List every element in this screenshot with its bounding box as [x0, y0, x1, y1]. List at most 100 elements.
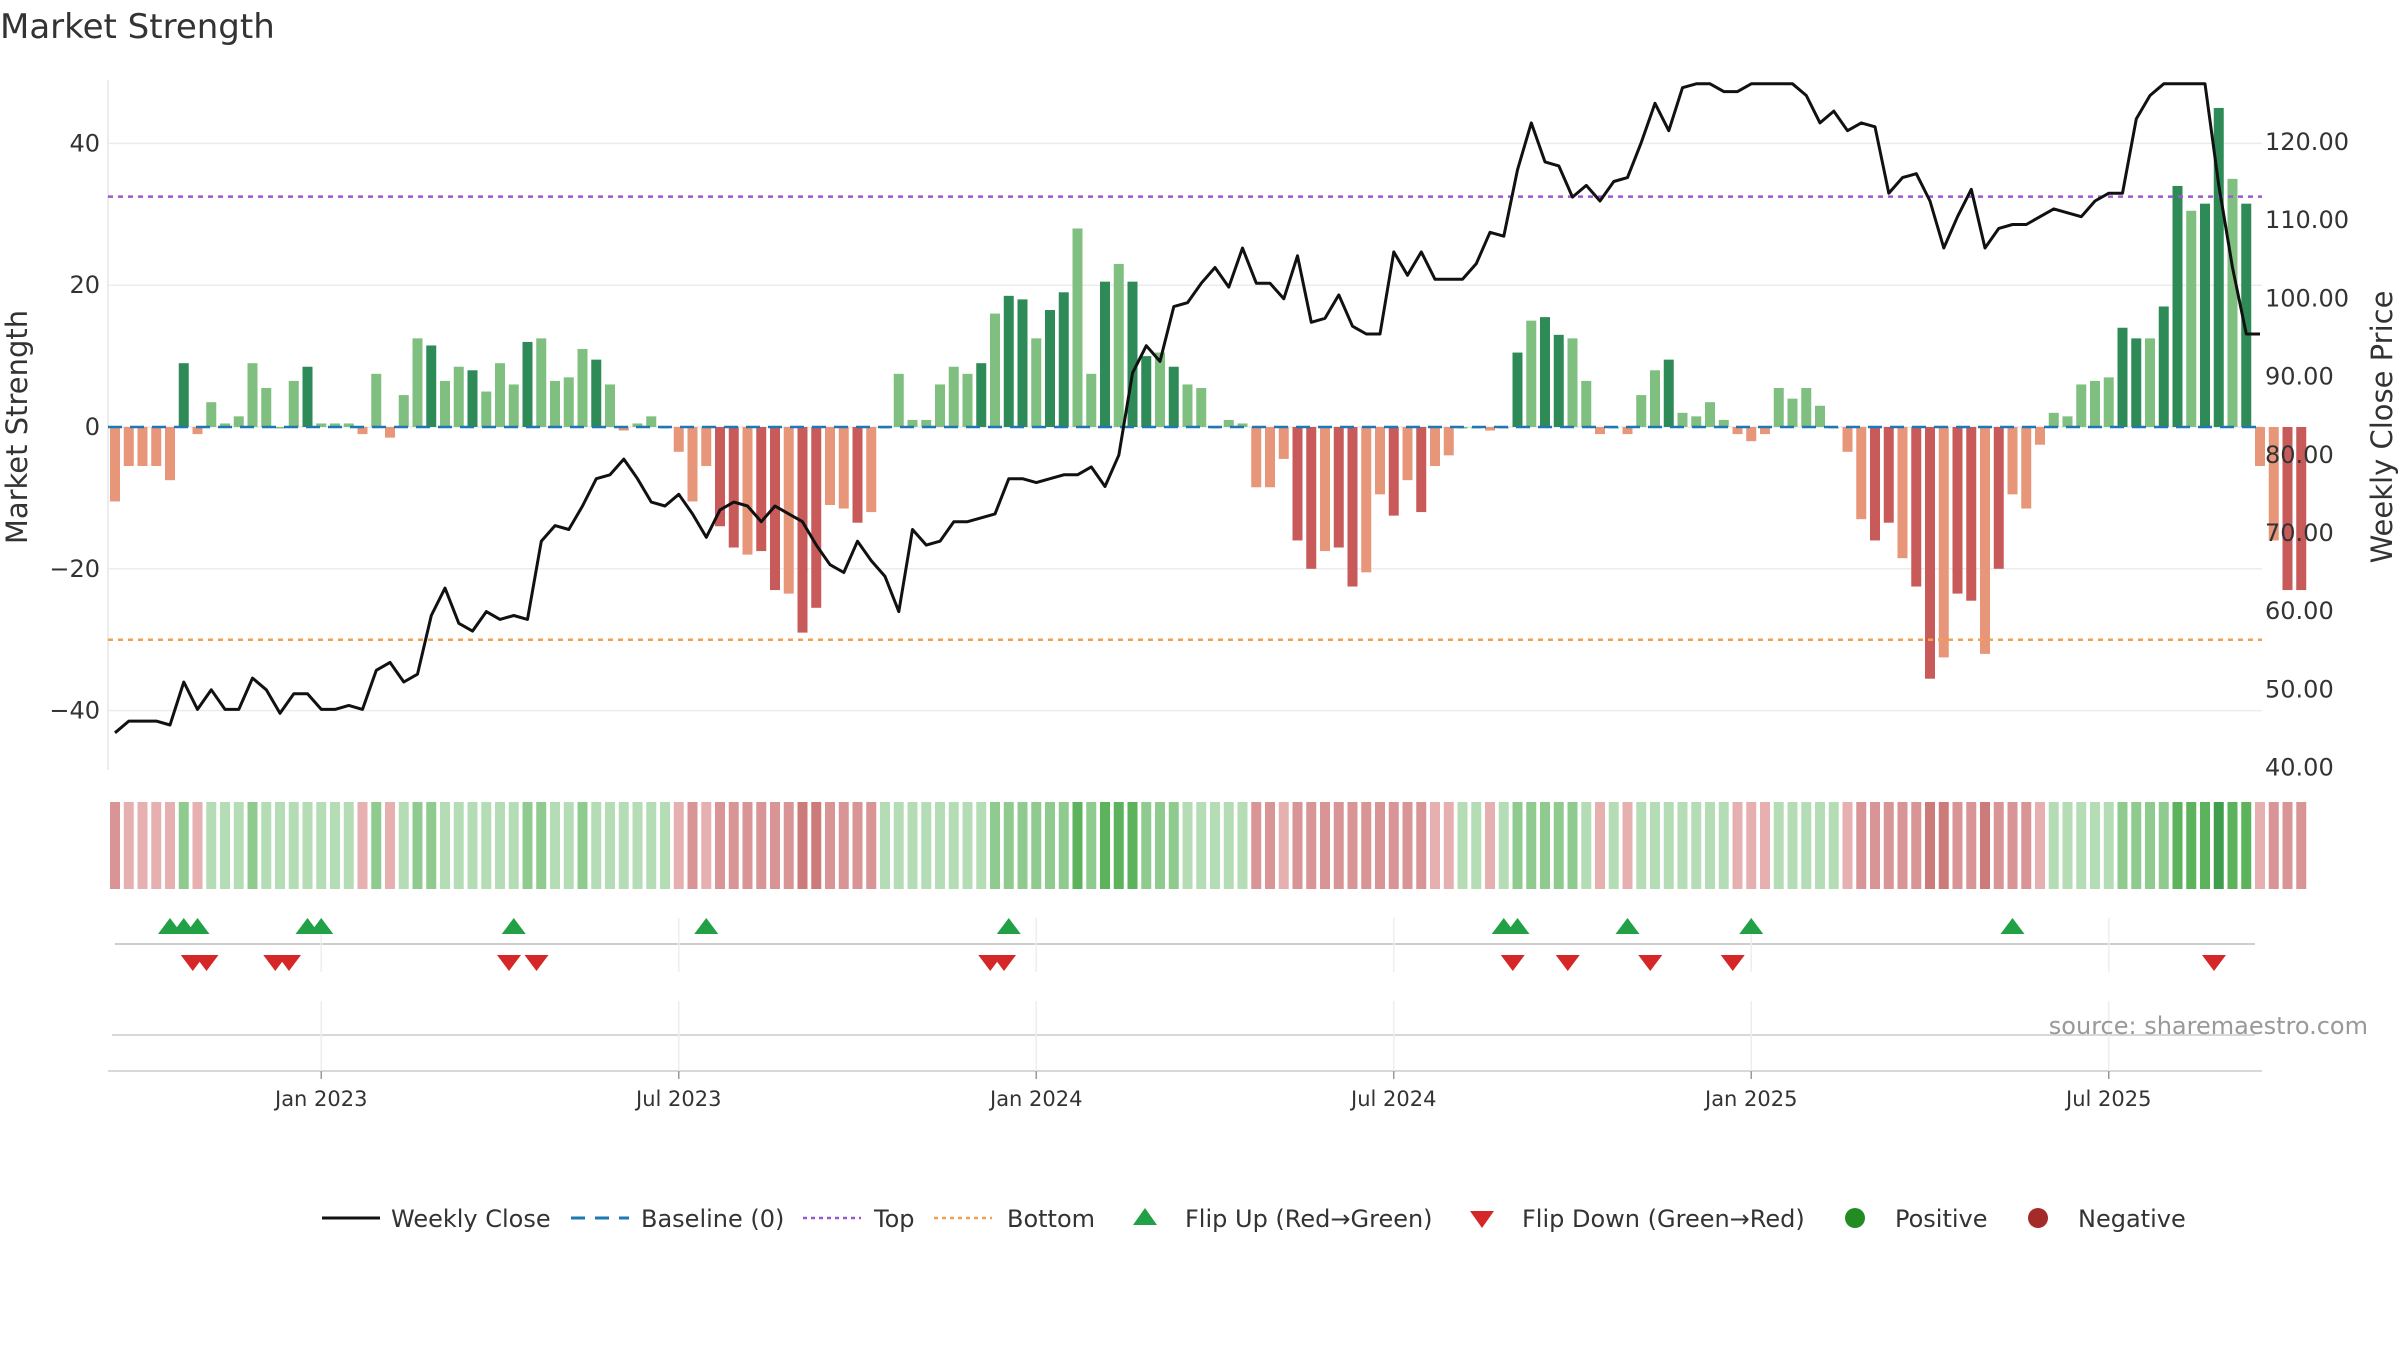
ribbon-cell: [330, 802, 340, 889]
strength-bar: [1911, 427, 1922, 587]
strength-bar: [1677, 412, 1688, 427]
legend-label: Flip Down (Green→Red): [1522, 1205, 1805, 1233]
ribbon-cell: [1141, 802, 1152, 889]
strength-bars: [110, 107, 2307, 679]
right-tick-label: 120.00: [2265, 128, 2349, 156]
strength-bar: [715, 427, 725, 527]
strength-bar: [1113, 263, 1124, 427]
ribbon-cell: [618, 802, 629, 889]
ribbon-cell: [288, 802, 299, 889]
strength-bar: [1870, 427, 1880, 541]
ribbon-cell: [756, 802, 767, 889]
date-tick-label: Jan 2025: [1703, 1087, 1798, 1111]
ribbon-cell: [1210, 802, 1220, 889]
strength-bar: [1883, 427, 1894, 523]
ribbon-cell: [646, 802, 657, 889]
strength-bar: [2048, 412, 2059, 427]
strength-bar: [921, 419, 932, 427]
strength-bar: [935, 384, 945, 427]
left-axis-ticks: 40 20 0 −20 −40: [49, 129, 100, 724]
ribbon-cell: [701, 802, 712, 889]
ribbon-cell: [2282, 802, 2293, 889]
ribbon-cell: [811, 802, 822, 889]
strength-bar: [1196, 388, 1207, 427]
weekly-close-line: [114, 82, 2260, 734]
strength-bar: [220, 423, 230, 427]
strength-bar: [206, 402, 217, 427]
ribbon-cell: [1113, 802, 1124, 889]
strength-bar: [728, 427, 739, 548]
ribbon-cell: [1870, 802, 1880, 889]
strength-bar: [1292, 427, 1303, 541]
strength-bar: [1306, 427, 1317, 569]
flip-down-marker: [2202, 955, 2226, 971]
ribbon-cell: [1897, 802, 1908, 889]
strength-bar: [302, 366, 313, 427]
strength-bar: [2296, 427, 2307, 591]
flip-down-marker: [194, 955, 219, 971]
ribbon-cell: [990, 802, 1000, 889]
ribbon-cell: [2200, 802, 2210, 889]
ribbon-cell: [302, 802, 313, 889]
right-tick-label: 90.00: [2265, 363, 2334, 391]
strength-bar: [467, 370, 478, 427]
strength-bar: [1540, 317, 1550, 427]
date-tick-label: Jan 2024: [988, 1087, 1083, 1111]
ribbon-cell: [1045, 802, 1055, 889]
strength-bar: [1017, 299, 1028, 427]
ribbon-cell: [412, 802, 423, 889]
strength-bar: [453, 366, 464, 427]
strength-bar: [2200, 203, 2210, 427]
strength-bar: [2021, 427, 2032, 509]
ribbon-cell: [673, 802, 684, 889]
ribbon-cell: [522, 802, 533, 889]
strength-bar: [990, 313, 1000, 427]
strength-bar: [1705, 402, 1715, 427]
strength-bar: [1003, 295, 1014, 427]
ribbon-cell: [481, 802, 492, 889]
legend-label: Positive: [1895, 1205, 1988, 1233]
strength-bar: [1223, 419, 1234, 427]
strength-bar: [563, 377, 574, 427]
ribbon-cell: [1773, 802, 1784, 889]
strength-bar: [1553, 334, 1564, 427]
flip-up-marker: [996, 918, 1021, 934]
ribbon-cell: [357, 802, 368, 889]
ribbon-cell: [2048, 802, 2059, 889]
ribbon-cell: [2103, 802, 2114, 889]
right-axis-title: Weekly Close Price: [2365, 291, 2399, 564]
ribbon-cell: [1663, 802, 1674, 889]
ribbon-cell: [1677, 802, 1688, 889]
strength-bar: [1127, 281, 1138, 427]
ribbon-cell: [1251, 802, 1262, 889]
flip-down-marker: [497, 955, 521, 971]
ribbon-cell: [343, 802, 354, 889]
ribbon-cell: [1058, 802, 1069, 889]
ribbon-cell: [1842, 802, 1853, 889]
ribbon-cell: [825, 802, 835, 889]
strength-bar: [701, 427, 712, 466]
strength-bar: [2062, 416, 2073, 427]
ribbon-cell: [137, 802, 148, 889]
flip-up-marker: [501, 918, 526, 934]
date-tick-label: Jul 2025: [2064, 1087, 2151, 1111]
strength-bar: [797, 427, 808, 633]
strength-bar: [2076, 384, 2087, 427]
strength-bar: [1045, 310, 1055, 427]
ribbon-cell: [1306, 802, 1317, 889]
ribbon-cell: [770, 802, 780, 889]
strength-bar: [1925, 427, 1935, 679]
ribbon-cell: [742, 802, 753, 889]
ribbon-cell: [1182, 802, 1193, 889]
ribbon-cell: [1650, 802, 1660, 889]
ribbon-cell: [1567, 802, 1578, 889]
date-tick-label: Jan 2023: [273, 1087, 368, 1111]
strength-bar: [1952, 427, 1963, 594]
ribbon-cell: [1746, 802, 1757, 889]
ribbon-cell: [467, 802, 478, 889]
strength-bar: [1512, 352, 1523, 427]
strength-bar: [770, 427, 780, 591]
strength-bar: [1182, 384, 1193, 427]
strength-bar: [2103, 377, 2114, 427]
